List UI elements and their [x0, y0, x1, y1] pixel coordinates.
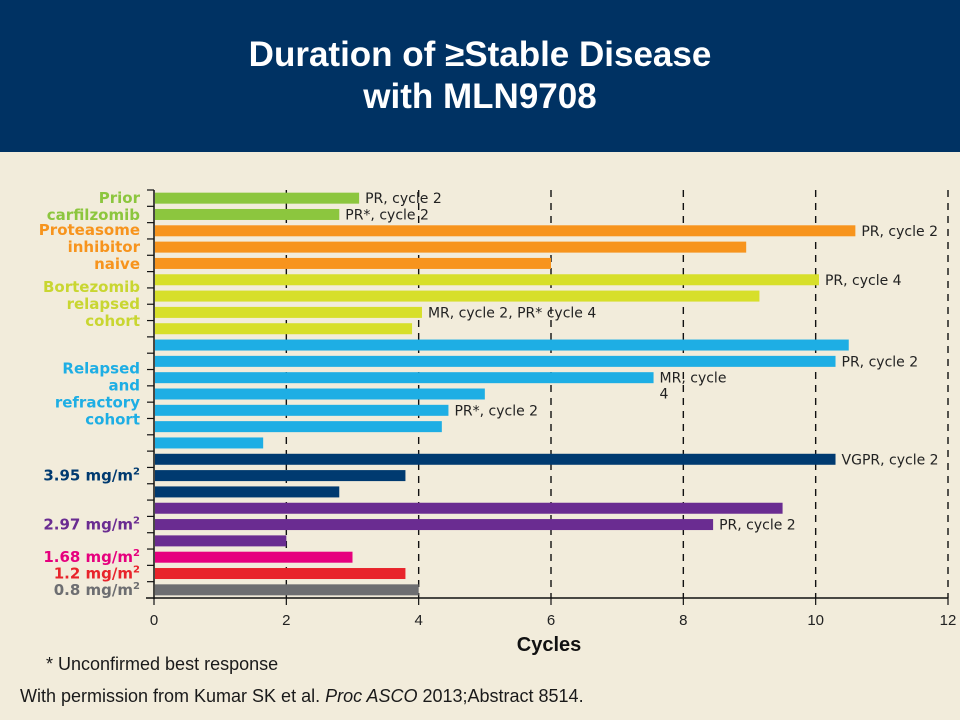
title-line-2: with MLN9708 [363, 77, 597, 116]
x-tick-label: 8 [679, 612, 687, 629]
group-label: relapsed [67, 295, 140, 313]
citation-prefix: With permission from Kumar SK et al. [20, 686, 326, 706]
x-tick-label: 6 [547, 612, 555, 629]
bar [155, 437, 264, 449]
group-label: cohort [85, 411, 140, 429]
bar [155, 323, 413, 335]
bar [155, 551, 353, 563]
title-banner: Duration of ≥Stable Disease with MLN9708 [0, 0, 960, 152]
group-label: Bortezomib [43, 278, 140, 296]
bar [155, 192, 360, 204]
bar [155, 388, 485, 400]
bar-annotation: PR*, cycle 2 [345, 207, 429, 223]
x-tick-label: 4 [414, 612, 422, 629]
bar [155, 421, 442, 433]
bar [155, 404, 449, 416]
bar-annotation: PR, cycle 2 [365, 191, 442, 207]
annotation-line: MR, cycle 2, PR* cycle 4 [428, 305, 596, 321]
bar-annotation: PR*, cycle 2 [454, 403, 538, 419]
x-tick-label: 12 [940, 612, 957, 629]
footnote: * Unconfirmed best response [46, 654, 279, 674]
bar-annotation: VGPR, cycle 2 [842, 452, 939, 468]
annotation-line: PR, cycle 2 [861, 224, 938, 240]
annotation-line: PR, cycle 2 [719, 518, 796, 534]
bar [155, 290, 760, 302]
group-label: Relapsed [62, 360, 140, 378]
group-label-text: 1.2 mg/m [54, 565, 133, 583]
bar [155, 502, 783, 514]
bar [155, 535, 287, 547]
group-label: cohort [85, 312, 140, 330]
group-label: and [108, 377, 140, 395]
bar [155, 519, 714, 531]
group-label: 2.97 mg/m2 [43, 516, 140, 534]
bar [155, 486, 340, 498]
bar-annotation: PR, cycle 4 [825, 273, 902, 289]
annotation-line: PR*, cycle 2 [454, 403, 538, 419]
annotation-line: PR, cycle 2 [365, 191, 442, 207]
annotation-line: VGPR, cycle 2 [842, 452, 939, 468]
bar-annotation: MR, cycle 2, PR* cycle 4 [428, 305, 596, 321]
bar [155, 274, 819, 286]
superscript: 2 [133, 516, 140, 527]
superscript: 2 [133, 565, 140, 576]
citation-suffix: 2013;Abstract 8514. [417, 686, 584, 706]
bar-annotation: PR, cycle 2 [719, 518, 796, 534]
superscript: 2 [133, 581, 140, 592]
annotation-line: MR, cycle [660, 371, 727, 387]
bar [155, 241, 747, 253]
x-tick-label: 2 [282, 612, 290, 629]
group-label: Prior [99, 189, 141, 207]
group-label: Proteasome [39, 221, 140, 239]
x-tick-label: 10 [807, 612, 824, 629]
bar [155, 306, 422, 318]
group-label-text: 3.95 mg/m [43, 467, 133, 485]
bar [155, 584, 419, 596]
bar-annotation: PR, cycle 2 [861, 224, 938, 240]
group-label: naive [94, 255, 140, 273]
annotation-line: 4 [660, 387, 669, 403]
group-label: carfilzomib [47, 206, 140, 224]
bar [155, 453, 836, 465]
bar [155, 225, 856, 237]
group-label-text: 1.68 mg/m [43, 548, 133, 566]
bar [155, 339, 849, 351]
bar [155, 208, 340, 220]
group-label: 1.68 mg/m2 [43, 548, 140, 566]
x-tick-label: 0 [150, 612, 158, 629]
annotation-line: PR*, cycle 2 [345, 207, 429, 223]
title-line-1: Duration of ≥Stable Disease [248, 35, 712, 74]
bar [155, 355, 836, 367]
annotation-line: PR, cycle 2 [842, 354, 919, 370]
bar [155, 470, 406, 482]
group-label: 3.95 mg/m2 [43, 467, 140, 485]
slide-title: Duration of ≥Stable Disease with MLN9708 [249, 34, 712, 118]
superscript: 2 [133, 467, 140, 478]
superscript: 2 [133, 548, 140, 559]
bar [155, 568, 406, 580]
bar-annotation: PR, cycle 2 [842, 354, 919, 370]
group-label: 0.8 mg/m2 [54, 581, 140, 599]
bar-annotation: MR, cycle 4 [660, 371, 727, 403]
citation: With permission from Kumar SK et al. Pro… [20, 686, 584, 707]
group-label-text: 2.97 mg/m [43, 516, 133, 534]
bar [155, 372, 654, 384]
annotation-line: PR, cycle 4 [825, 273, 902, 289]
citation-journal: Proc ASCO [325, 686, 418, 706]
group-label: inhibitor [68, 238, 141, 256]
group-label: refractory [55, 394, 140, 412]
bar [155, 257, 551, 269]
group-label: 1.2 mg/m2 [54, 565, 140, 583]
x-axis-title: Cycles [517, 634, 582, 656]
group-label-text: 0.8 mg/m [54, 581, 133, 599]
